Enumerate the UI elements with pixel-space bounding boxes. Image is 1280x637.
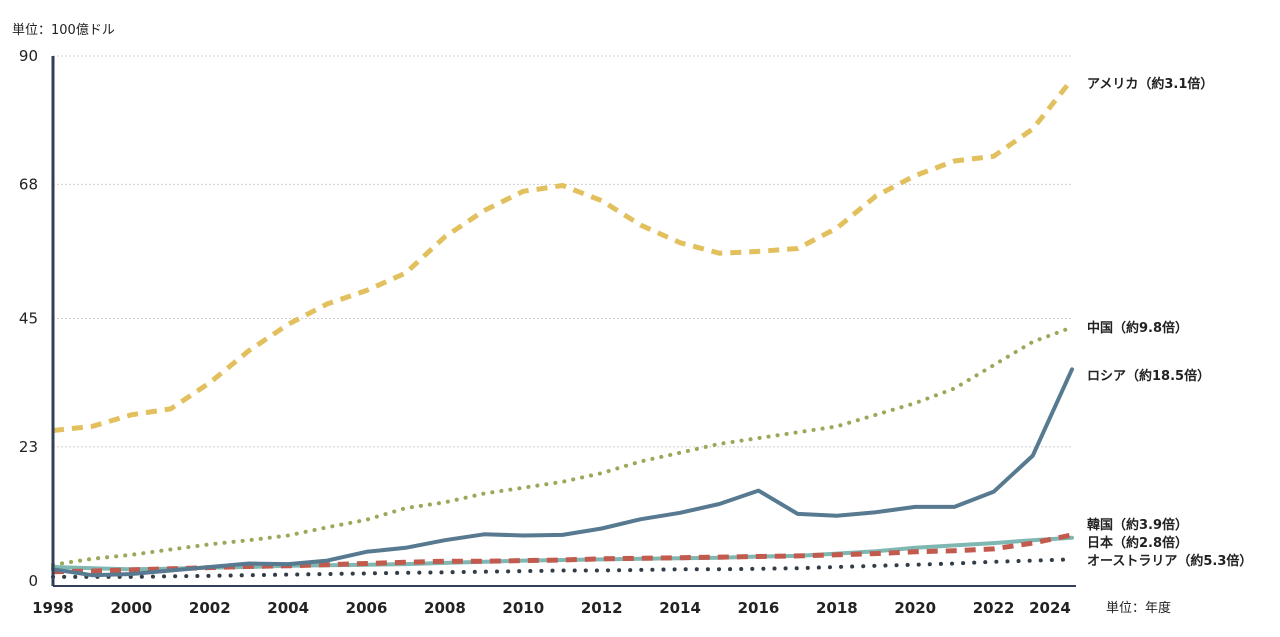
x-tick-label: 2022 — [973, 599, 1015, 617]
x-tick-label: 2008 — [424, 599, 466, 617]
x-tick-label: 2014 — [659, 599, 701, 617]
x-axis-ticks: 1998 2000 2002 2004 2006 2008 2010 2012 2014 2016… — [32, 599, 1071, 617]
y-tick-label: 0 — [28, 572, 38, 590]
y-axis-ticks: 0 23 45 68 90 — [19, 47, 38, 590]
x-tick-label: 2012 — [581, 599, 623, 617]
x-tick-label: 2006 — [346, 599, 388, 617]
series-line-0 — [52, 77, 1074, 433]
x-tick-label: 2016 — [738, 599, 780, 617]
series-label-1: 中国（約9.8倍） — [1087, 320, 1188, 336]
series-line-5 — [51, 557, 1074, 579]
x-tick-label: 2000 — [111, 599, 153, 617]
y-axis-unit: 単位：100億ドル — [12, 22, 115, 38]
y-tick-label: 23 — [19, 438, 38, 456]
series-line-2 — [51, 367, 1074, 578]
x-tick-label: 2020 — [894, 599, 936, 617]
series-labels: アメリカ（約3.1倍） 中国（約9.8倍） ロシア（約18.5倍） 韓国（約3.9倍）… — [1087, 76, 1252, 569]
series-label-3: 韓国（約3.9倍） — [1087, 517, 1188, 533]
x-tick-label: 1998 — [32, 599, 74, 617]
series-label-0: アメリカ（約3.1倍） — [1087, 76, 1213, 92]
x-axis-unit: 単位：年度 — [1106, 600, 1171, 616]
y-tick-label: 45 — [19, 310, 38, 328]
x-tick-label: 2010 — [502, 599, 544, 617]
series-label-2: ロシア（約18.5倍） — [1087, 368, 1210, 384]
series-label-4: 日本（約2.8倍） — [1087, 535, 1188, 551]
x-tick-label: 2018 — [816, 599, 858, 617]
x-tick-label: 2024 — [1029, 599, 1071, 617]
series-label-5: オーストラリア（約5.3倍） — [1087, 553, 1252, 569]
x-tick-label: 2004 — [267, 599, 309, 617]
y-tick-label: 68 — [19, 175, 38, 193]
series-line-1 — [51, 325, 1074, 567]
x-tick-label: 2002 — [189, 599, 231, 617]
series-lines — [51, 77, 1074, 579]
y-tick-label: 90 — [19, 47, 38, 65]
